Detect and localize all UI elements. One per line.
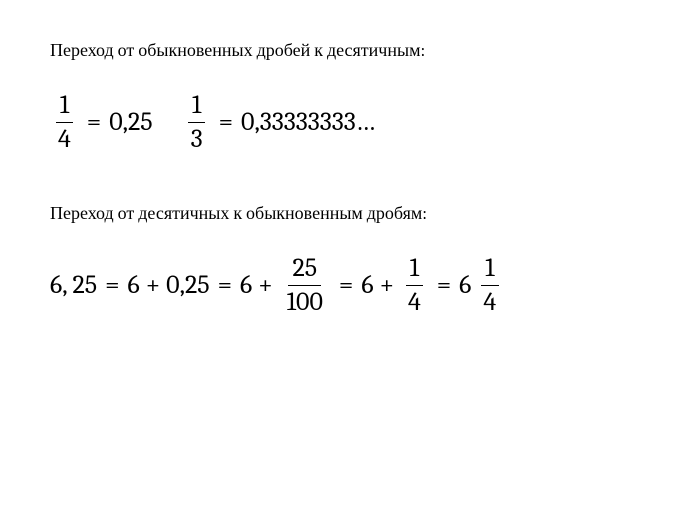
equals-sign: =: [105, 270, 119, 300]
decimal-result-1: 0,25: [109, 107, 152, 137]
fraction-denominator: 100: [283, 286, 327, 317]
equation-row-2: 6, 25 = 6 + 0,25 = 6 + 25 100 = 6 + 1 4 …: [50, 254, 625, 316]
equals-sign: =: [339, 270, 353, 300]
section-2: Переход от десятичных к обыкновенным дро…: [50, 203, 625, 316]
step1-int: 6: [128, 270, 140, 300]
fraction-denominator: 4: [404, 286, 425, 317]
equals-sign: =: [218, 270, 232, 300]
equals-sign: =: [437, 270, 451, 300]
fraction-denominator: 4: [54, 123, 75, 154]
heading-2: Переход от десятичных к обыкновенным дро…: [50, 203, 625, 224]
decimal-result-2: 0,33333333…: [241, 107, 375, 137]
fraction-1-4: 1 4: [54, 91, 75, 153]
plus-sign: +: [380, 270, 394, 300]
plus-sign: +: [146, 270, 160, 300]
fraction-25-100: 25 100: [283, 254, 327, 316]
fraction-numerator: 1: [188, 91, 205, 123]
fraction-numerator: 1: [481, 254, 498, 286]
fraction-numerator: 1: [56, 91, 73, 123]
fraction-1-4-b: 1 4: [479, 254, 500, 316]
fraction-numerator: 1: [406, 254, 423, 286]
step3-int: 6: [361, 270, 373, 300]
fraction-denominator: 4: [479, 286, 500, 317]
eq1-group-1: 1 4 = 0,25: [50, 91, 153, 153]
result-int: 6: [459, 270, 471, 300]
fraction-1-4-a: 1 4: [404, 254, 425, 316]
equation-row-1: 1 4 = 0,25 1 3 = 0,33333333…: [50, 91, 625, 153]
fraction-denominator: 3: [187, 123, 207, 154]
equals-sign: =: [219, 107, 233, 137]
equals-sign: =: [87, 107, 101, 137]
heading-1: Переход от обыкновенных дробей к десятич…: [50, 40, 625, 61]
step1-dec: 0,25: [166, 270, 209, 300]
plus-sign: +: [258, 270, 272, 300]
fraction-numerator: 25: [288, 254, 321, 286]
fraction-1-3: 1 3: [187, 91, 207, 153]
lhs-value: 6, 25: [50, 270, 97, 300]
step2-int: 6: [240, 270, 252, 300]
eq1-group-2: 1 3 = 0,33333333…: [183, 91, 376, 153]
